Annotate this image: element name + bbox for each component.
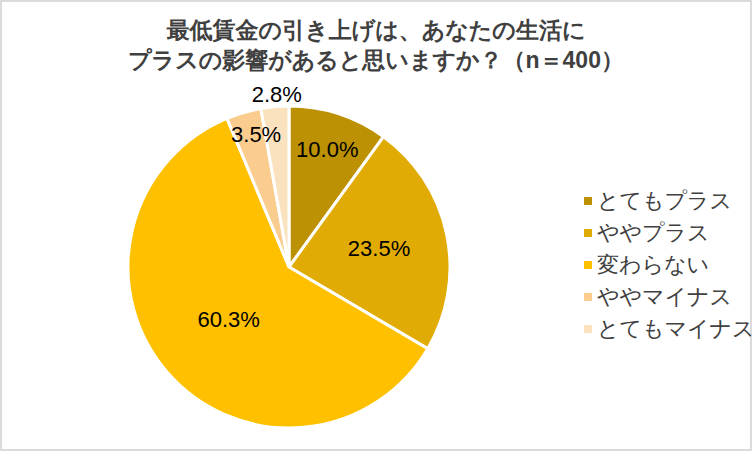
- legend-swatch: [584, 293, 592, 301]
- legend-label: とてもプラス: [597, 186, 732, 216]
- legend: とてもプラスややプラス変わらないややマイナスとてもマイナス: [584, 185, 752, 345]
- legend-swatch: [584, 229, 592, 237]
- data-label-0: 10.0%: [296, 137, 358, 162]
- data-label-2: 60.3%: [198, 307, 260, 332]
- legend-item-3: ややマイナス: [584, 281, 752, 313]
- data-label-4: 2.8%: [252, 82, 302, 107]
- data-label-3: 3.5%: [231, 122, 281, 147]
- chart-canvas: 最低賃金の引き上げは、あなたの生活に プラスの影響があると思いますか？（n＝40…: [0, 0, 752, 451]
- legend-item-2: 変わらない: [584, 249, 752, 281]
- legend-swatch: [584, 261, 592, 269]
- legend-item-4: とてもマイナス: [584, 313, 752, 345]
- data-label-1: 23.5%: [348, 236, 410, 261]
- legend-swatch: [584, 325, 592, 333]
- legend-label: ややプラス: [597, 218, 710, 248]
- legend-label: ややマイナス: [597, 282, 732, 312]
- legend-label: とてもマイナス: [597, 314, 752, 344]
- legend-swatch: [584, 197, 592, 205]
- legend-item-0: とてもプラス: [584, 185, 752, 217]
- legend-item-1: ややプラス: [584, 217, 752, 249]
- legend-label: 変わらない: [597, 250, 709, 280]
